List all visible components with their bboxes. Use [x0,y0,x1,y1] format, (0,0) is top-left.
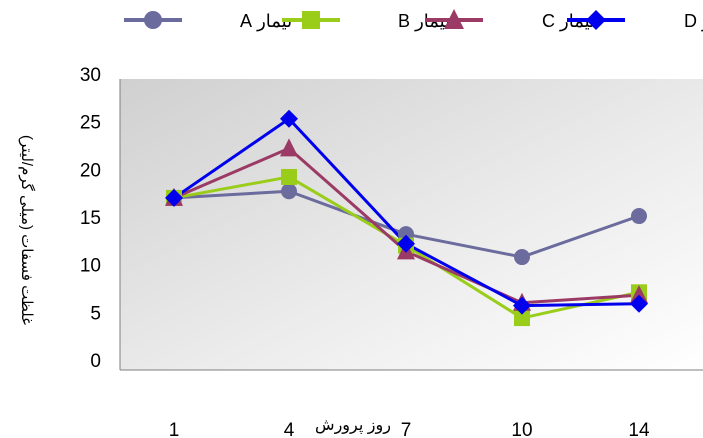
y-tick-label: 5 [90,303,101,324]
data-point-marker [397,234,415,253]
legend-marker [144,11,162,29]
data-point-marker [514,310,530,327]
y-tick-label: 0 [90,351,101,372]
y-axis-label: غلظت فسفات (میلی گرم/لیتر) [18,135,36,325]
data-point-marker [280,109,298,128]
y-tick-labels: 0 5 10 15 20 25 30 [80,65,101,372]
legend-item: تیمار B [282,11,450,31]
x-tick-label: 4 [284,420,295,438]
y-tick-label: 25 [80,113,101,134]
y-tick-label: 10 [80,256,101,277]
data-point-marker [630,294,648,313]
legend-item: تیمار A [124,11,292,31]
x-tick-label: 10 [511,420,532,438]
data-point-marker [631,208,647,225]
data-point-marker [513,296,531,315]
x-tick-label: 7 [401,420,412,438]
x-tick-label: 1 [169,420,180,438]
data-point-marker [165,188,183,207]
legend-label: تیمار A [240,11,292,31]
y-tick-label: 30 [80,65,101,86]
legend-label: تیمار B [398,11,450,31]
data-point-marker [281,183,297,200]
x-tick-label: 14 [628,420,650,438]
legend: تیمار Aتیمار Bتیمار Cتیمار D [124,9,703,31]
legend-item: تیمار D [567,10,703,31]
y-tick-label: 20 [80,160,101,181]
legend-label: تیمار D [684,11,703,31]
x-tick-labels: 1 4 7 10 14 [169,420,650,438]
legend-marker [302,11,320,29]
data-point-marker [280,138,298,157]
data-point-marker [514,249,530,266]
data-point-marker [281,168,297,185]
x-axis-annotation: روز پرورش [315,417,391,435]
legend-marker [444,9,464,29]
plot-area [120,79,703,370]
data-point-marker [630,285,648,304]
legend-marker [586,10,606,30]
series-markers [165,109,648,327]
y-tick-label: 15 [80,208,101,229]
